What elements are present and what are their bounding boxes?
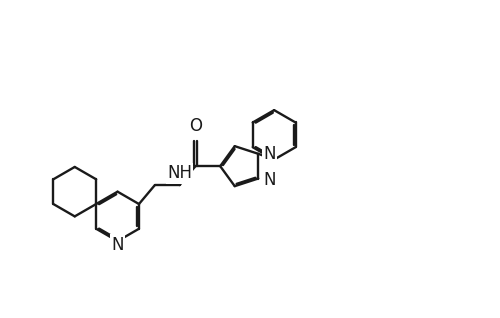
Text: NH: NH	[167, 164, 192, 183]
Text: N: N	[264, 145, 276, 163]
Text: N: N	[264, 171, 276, 189]
Text: O: O	[189, 117, 202, 135]
Text: N: N	[112, 236, 124, 254]
